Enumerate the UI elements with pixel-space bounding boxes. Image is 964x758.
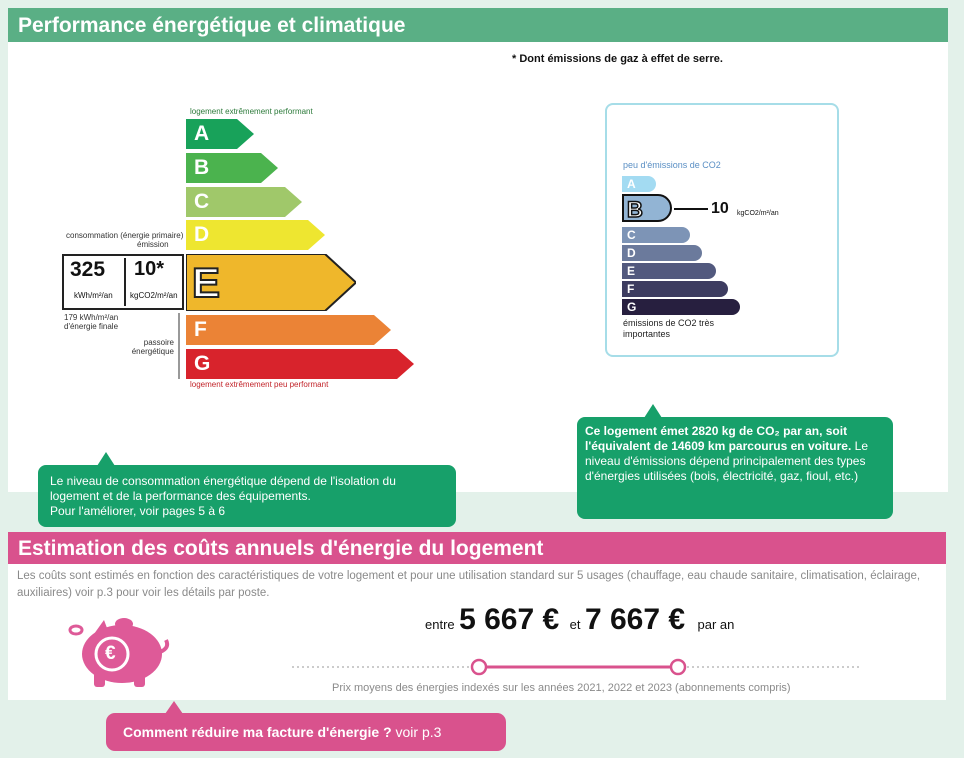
sieve-label: passoire énergétique <box>131 338 174 356</box>
ges-bubble-bold: Ce logement émet 2820 kg de CO₂ par an, … <box>585 424 852 453</box>
energy-class-d: D <box>186 220 325 250</box>
consumption-unit: kWh/m²/an <box>74 291 113 300</box>
consumption-label: consommation (énergie primaire) <box>66 231 184 240</box>
energy-class-letter: G <box>194 352 211 375</box>
energy-class-letter: F <box>194 318 207 341</box>
cost-per-year: par an <box>697 617 735 632</box>
euro-icon: € <box>105 643 116 664</box>
energy-class-g: G <box>186 349 414 379</box>
ges-value: 10 <box>711 200 729 217</box>
ges-class-e: E <box>622 263 716 279</box>
energy-class-letter: B <box>194 156 210 179</box>
ges-class-d: D <box>622 245 702 261</box>
ges-bubble-text: Le niveau d'émissions dépend principalem… <box>585 439 868 483</box>
button-arrow <box>165 701 183 714</box>
cost-and: et <box>569 617 581 632</box>
energy-top-label: logement extrêmement performant <box>190 107 313 116</box>
costs-section-title: Estimation des coûts annuels d'énergie d… <box>8 532 946 564</box>
energy-class-c: C <box>186 187 302 217</box>
energy-class-letter: E <box>191 258 221 307</box>
final-energy-note: 179 kWh/m²/an d'énergie finale <box>64 313 119 331</box>
consumption-box: 325 kWh/m²/an 10* kgCO2/m²/an <box>62 254 184 310</box>
energy-class-letter: D <box>194 223 210 246</box>
sieve-bracket <box>178 313 180 379</box>
price-note: Prix moyens des énergies indexés sur les… <box>332 682 791 694</box>
energy-bubble-arrow <box>97 452 115 466</box>
ges-pointer-line <box>674 208 708 210</box>
energy-class-e: E <box>186 254 356 311</box>
energy-class-a: A <box>186 119 254 149</box>
ges-class-c: C <box>622 227 690 243</box>
costs-description: Les coûts sont estimés en fonction des c… <box>17 570 921 599</box>
ges-bottom-label: émissions de CO2 très importantes <box>623 318 715 339</box>
reduce-bill-button[interactable]: Comment réduire ma facture d'énergie ? v… <box>106 713 506 751</box>
emission-label: émission <box>137 240 169 249</box>
piggy-bank-icon <box>68 618 170 687</box>
ges-bubble-arrow <box>644 404 662 418</box>
energy-section-title: Performance énergétique et climatique <box>8 8 948 42</box>
ges-top-label: peu d'émissions de CO2 <box>623 160 721 170</box>
cost-range: entre 5 667 € et 7 667 € par an <box>425 603 734 637</box>
emission-unit: kgCO2/m²/an <box>130 291 178 300</box>
energy-class-letter: A <box>194 122 210 145</box>
ges-footnote: * Dont émissions de gaz à effet de serre… <box>512 53 723 65</box>
costs-panel <box>8 564 946 700</box>
cost-between: entre <box>425 617 455 632</box>
consumption-value: 325 <box>70 258 106 281</box>
reduce-bill-link[interactable]: voir p.3 <box>395 724 442 740</box>
ges-class-f: F <box>622 281 728 297</box>
cost-range-slider <box>292 658 862 676</box>
reduce-bill-label: Comment réduire ma facture d'énergie ? <box>123 724 392 740</box>
ges-info-bubble: Ce logement émet 2820 kg de CO₂ par an, … <box>577 417 893 519</box>
cost-min: 5 667 € <box>459 603 560 636</box>
energy-class-letter: C <box>194 190 210 213</box>
energy-info-bubble: Le niveau de consommation énergétique dé… <box>38 465 456 527</box>
ges-class-b: B <box>622 194 672 223</box>
energy-bottom-label: logement extrêmement peu performant <box>190 380 329 389</box>
energy-class-b: B <box>186 153 278 183</box>
emission-value: 10* <box>134 258 165 280</box>
energy-class-f: F <box>186 315 391 345</box>
cost-max: 7 667 € <box>584 603 686 636</box>
ges-class-a: A <box>622 176 656 192</box>
ges-class-g: G <box>622 299 740 315</box>
ges-unit: kgCO2/m²/an <box>737 210 779 217</box>
